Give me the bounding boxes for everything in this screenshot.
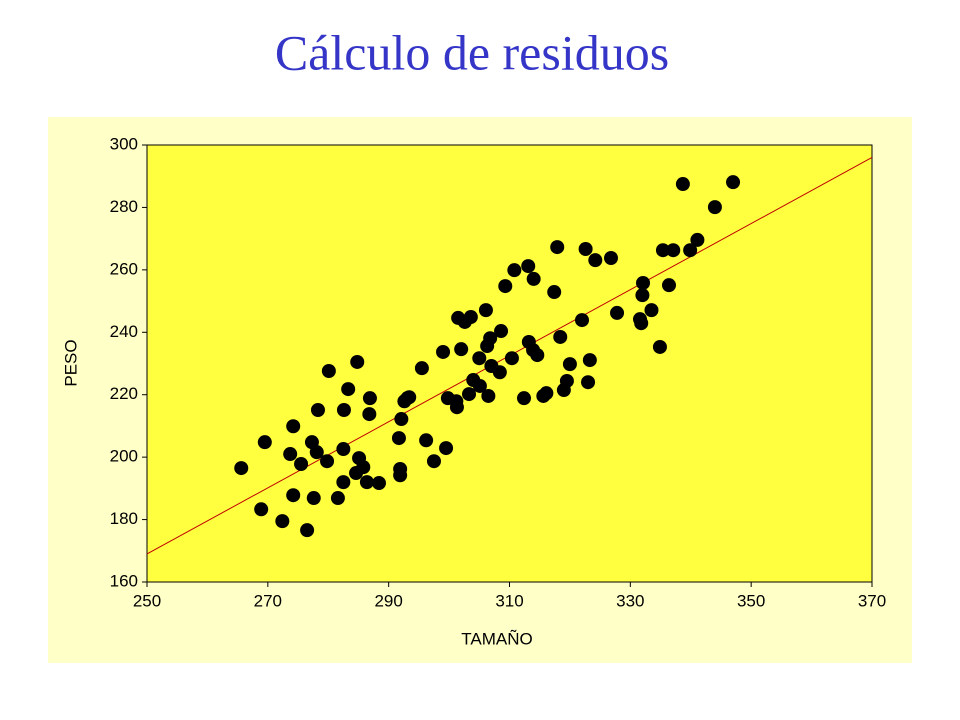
point — [478, 303, 493, 318]
point — [234, 461, 249, 476]
x-tick-label: 290 — [374, 591, 402, 610]
point — [507, 263, 522, 278]
point — [426, 454, 441, 469]
point — [662, 278, 676, 293]
point — [309, 445, 324, 460]
point — [575, 313, 589, 328]
point — [498, 279, 513, 294]
point — [336, 475, 351, 490]
y-tick-label: 280 — [110, 197, 138, 216]
point — [286, 419, 301, 434]
point — [436, 344, 451, 359]
point — [652, 339, 667, 354]
point — [553, 329, 568, 344]
x-tick-label: 330 — [616, 591, 644, 610]
point — [581, 375, 596, 390]
point — [350, 354, 365, 369]
point — [644, 303, 659, 318]
point — [472, 351, 487, 366]
point — [300, 523, 315, 538]
point — [547, 285, 562, 300]
point — [362, 391, 377, 406]
point — [683, 243, 698, 258]
y-tick-label: 240 — [110, 322, 138, 341]
point — [726, 175, 741, 190]
point — [504, 351, 519, 366]
point — [562, 357, 577, 372]
point — [666, 243, 681, 258]
point — [492, 365, 507, 380]
slide-title: Cálculo de residuos — [275, 24, 669, 80]
point — [283, 447, 298, 462]
point — [362, 407, 377, 422]
point — [526, 271, 541, 286]
x-tick-label: 350 — [737, 591, 765, 610]
point — [521, 259, 536, 274]
point — [321, 363, 336, 378]
point — [636, 275, 651, 290]
point — [690, 232, 705, 247]
point — [655, 243, 670, 258]
y-tick-label: 200 — [110, 447, 138, 466]
point — [559, 373, 574, 388]
point — [550, 240, 565, 255]
point — [463, 309, 478, 324]
x-tick-label: 310 — [495, 591, 523, 610]
point — [582, 353, 597, 368]
point — [419, 433, 434, 448]
point — [675, 177, 690, 192]
x-tick-label: 370 — [858, 591, 886, 610]
point — [294, 457, 309, 472]
point — [707, 200, 722, 215]
point — [414, 361, 429, 376]
point — [310, 403, 325, 418]
x-tick-label: 270 — [254, 591, 282, 610]
point — [462, 387, 477, 402]
point — [539, 386, 554, 401]
point — [402, 390, 417, 405]
y-tick-label: 220 — [110, 384, 138, 403]
point — [286, 488, 301, 503]
point — [517, 391, 531, 406]
point — [254, 502, 269, 517]
y-tick-label: 300 — [110, 134, 138, 153]
point — [635, 288, 650, 303]
y-tick-label: 160 — [110, 571, 138, 590]
point — [588, 253, 603, 268]
point — [449, 400, 464, 415]
point — [610, 305, 625, 320]
point — [634, 316, 649, 331]
point — [359, 475, 374, 490]
point — [306, 491, 321, 506]
point — [391, 431, 406, 446]
point — [393, 462, 408, 477]
point — [483, 331, 498, 346]
point — [336, 403, 351, 418]
point — [530, 348, 545, 363]
point — [341, 382, 356, 397]
point — [439, 441, 454, 456]
y-axis-label: PESO — [61, 339, 80, 386]
point — [394, 412, 409, 427]
point — [330, 491, 345, 506]
point — [320, 454, 335, 469]
y-tick-label: 260 — [110, 259, 138, 278]
point — [275, 514, 290, 529]
point — [494, 324, 509, 339]
point — [257, 435, 272, 450]
x-axis-label: TAMAÑO — [461, 629, 532, 648]
y-tick-label: 180 — [110, 509, 138, 528]
point — [472, 378, 487, 393]
point — [454, 342, 469, 357]
x-tick-label: 250 — [133, 591, 161, 610]
point — [356, 460, 371, 475]
point — [604, 250, 618, 265]
point — [336, 442, 351, 457]
point — [481, 388, 496, 403]
point — [578, 241, 593, 256]
point — [372, 476, 386, 491]
